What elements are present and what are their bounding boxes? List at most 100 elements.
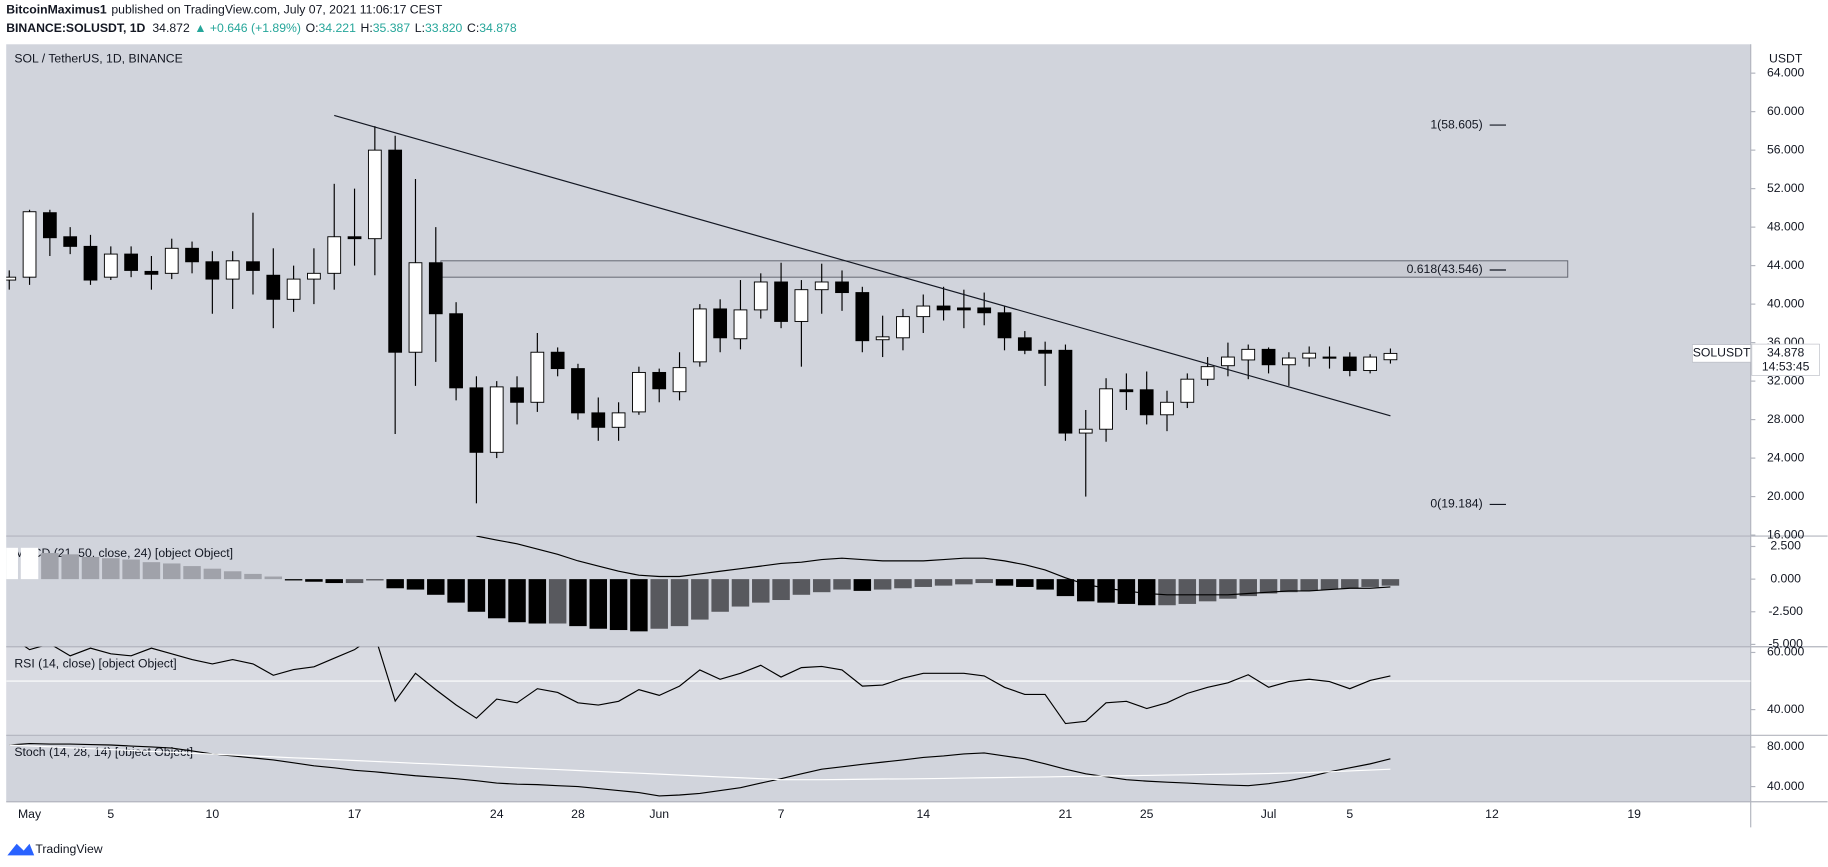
histogram-bar	[142, 562, 161, 580]
candle-body	[286, 278, 301, 300]
candle-body	[307, 272, 321, 280]
candle-body	[1342, 356, 1357, 371]
candle-body	[63, 236, 78, 247]
x-tick-label: Jun	[649, 807, 669, 821]
candle-body	[1139, 389, 1154, 416]
candle-body	[1200, 366, 1215, 380]
y-tick-label: 24.000	[1767, 450, 1805, 464]
candle-body	[449, 313, 463, 389]
histogram-bar	[122, 559, 140, 580]
histogram-bar	[325, 579, 343, 584]
pane-separators	[6, 44, 1828, 828]
histogram-bar	[183, 566, 201, 580]
y-tick-label: 48.000	[1767, 219, 1805, 233]
candle-body	[957, 307, 971, 311]
x-tick-label: 7	[778, 807, 785, 821]
candle-body	[164, 247, 179, 274]
price-box	[1751, 343, 1820, 376]
histogram-bar	[731, 579, 750, 607]
histogram-bar	[386, 579, 404, 589]
y-tick-label: 40.000	[1767, 296, 1805, 310]
candle-body	[875, 336, 890, 341]
ohlc-value: 34.221	[318, 21, 356, 35]
brand: TradingView	[7, 842, 103, 856]
histogram-bar	[1280, 579, 1298, 593]
y-tick-label: 60.000	[1767, 645, 1805, 659]
x-tick-label: 5	[1346, 807, 1353, 821]
y-tick-label: 52.000	[1767, 181, 1805, 195]
x-tick-label: Jul	[1261, 807, 1277, 821]
histogram-bar	[853, 579, 872, 591]
histogram-bar	[264, 576, 283, 580]
candle-body	[1099, 388, 1113, 430]
candle-body	[672, 367, 687, 393]
histogram-bar	[203, 568, 222, 580]
zone	[440, 260, 1569, 278]
histogram-bar	[406, 579, 425, 590]
histogram-bar	[20, 547, 39, 580]
candle-body	[408, 262, 423, 353]
candle-body	[997, 312, 1012, 339]
stoch-plot: Stoch (14, 28, 14) [object Object]	[9, 743, 1391, 797]
macd-pane	[6, 536, 1751, 647]
histogram-bar	[670, 579, 689, 627]
y-tick-label: 32.000	[1767, 373, 1805, 387]
y-tick-label: 20.000	[1767, 489, 1805, 503]
candle-body	[42, 212, 57, 239]
symbol-label: SOLUSDT	[1693, 346, 1751, 360]
histogram-bar	[995, 579, 1014, 586]
y-tick-label: 40.000	[1767, 779, 1805, 793]
indicator-line	[9, 743, 1391, 797]
y-tick-label: -5.000	[1768, 637, 1803, 651]
histogram-bar	[41, 553, 59, 580]
change: ▲ +0.646 (+1.89%)	[194, 21, 301, 35]
candle-body	[428, 262, 443, 315]
histogram-bar	[894, 579, 912, 589]
candle-body	[510, 387, 524, 403]
histogram-bar	[711, 579, 729, 612]
header-line: BitcoinMaximus1 published on TradingView.…	[6, 3, 443, 17]
candle-body	[469, 387, 484, 453]
y-tick-label: 44.000	[1767, 258, 1805, 272]
y-tick-label: 0.000	[1770, 571, 1801, 585]
candle-body	[1302, 352, 1317, 359]
fib-label: 0(19.184)	[1430, 497, 1482, 511]
brand-text: TradingView	[35, 842, 102, 856]
candle-body	[327, 236, 342, 274]
candle-body	[652, 371, 667, 390]
histogram-bar	[1137, 579, 1156, 606]
histogram-bar	[1239, 579, 1257, 597]
histogram-bar	[833, 579, 851, 590]
candle-body	[814, 281, 829, 291]
candle-body	[835, 281, 849, 294]
histogram-bar	[447, 579, 465, 603]
histogram-bar	[691, 579, 709, 620]
histogram-bar	[81, 556, 100, 580]
candle-body	[246, 261, 260, 271]
x-tick-label: 17	[348, 807, 362, 821]
time-axis	[6, 801, 1751, 828]
logo	[7, 843, 35, 856]
histogram-bar	[6, 547, 18, 580]
candle-body	[1383, 352, 1398, 361]
x-tick-label: 12	[1485, 807, 1499, 821]
chart-title: SOL / TetherUS, 1D, BINANCE	[14, 52, 182, 66]
candle-body	[124, 253, 138, 271]
histogram-bar	[914, 579, 933, 587]
histogram-bar	[975, 579, 993, 584]
candle-body	[1017, 337, 1032, 351]
histogram-bar	[1198, 579, 1217, 602]
candle-body	[225, 260, 240, 280]
candle-body	[1261, 348, 1276, 366]
histogram-bar	[487, 579, 506, 619]
candle-body	[1160, 401, 1174, 416]
candle-body	[774, 281, 788, 322]
indicator-line	[24, 646, 1391, 725]
candle-body	[22, 211, 37, 278]
x-tick-label: 25	[1140, 807, 1154, 821]
histogram-bar	[61, 554, 79, 580]
histogram-bar	[1300, 579, 1318, 591]
histogram-bar	[873, 579, 892, 590]
trendline	[334, 114, 1391, 417]
candle-body	[550, 351, 565, 370]
